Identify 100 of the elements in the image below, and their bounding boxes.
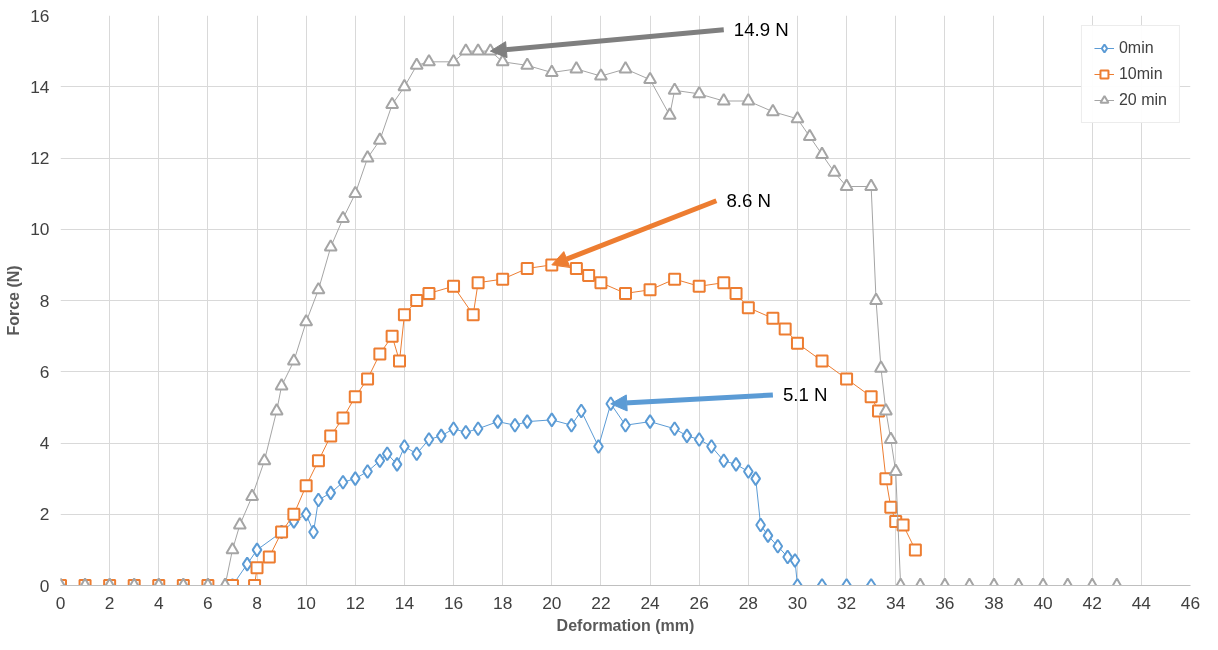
x-tick-label: 26 <box>689 592 709 613</box>
point <box>466 308 480 322</box>
point <box>729 286 743 300</box>
x-tick-label: 20 <box>542 592 562 613</box>
point <box>373 347 387 361</box>
point <box>471 276 485 290</box>
point <box>681 428 693 444</box>
point <box>840 372 854 386</box>
x-tick-label: 42 <box>1082 592 1102 613</box>
y-tick-label: 2 <box>39 504 50 525</box>
point <box>435 428 447 444</box>
x-tick-label: 4 <box>153 592 164 613</box>
point <box>884 500 898 514</box>
y-axis-title: Force (N) <box>5 265 23 336</box>
point <box>251 542 263 558</box>
point <box>741 301 755 315</box>
point <box>460 424 472 440</box>
point <box>348 390 362 404</box>
point <box>569 261 583 275</box>
point <box>742 464 754 479</box>
x-tick-label: 10 <box>296 592 316 613</box>
point <box>717 276 731 290</box>
point <box>385 329 399 343</box>
point <box>496 272 510 286</box>
point <box>815 354 829 368</box>
point <box>397 308 411 322</box>
point <box>423 431 435 447</box>
point <box>644 414 656 430</box>
x-tick-label: 34 <box>886 592 906 613</box>
point <box>643 283 657 297</box>
point <box>879 472 893 486</box>
point <box>381 446 393 462</box>
x-tick-label: 24 <box>640 592 661 613</box>
x-tick-label: 40 <box>1033 592 1053 613</box>
annotation: 8.6 N <box>726 190 771 212</box>
point <box>864 390 878 404</box>
point <box>896 518 910 532</box>
annotation: 5.1 N <box>782 384 828 406</box>
point <box>325 485 337 501</box>
x-tick-label: 36 <box>935 592 955 613</box>
y-tick-label: 4 <box>39 433 50 453</box>
point <box>619 286 632 300</box>
point <box>582 269 596 283</box>
point <box>472 421 484 437</box>
point <box>693 431 705 447</box>
x-tick-label: 46 <box>1180 592 1201 613</box>
x-tick-label: 0 <box>55 592 66 613</box>
y-tick-label: 16 <box>30 5 50 26</box>
y-tick-label: 8 <box>39 290 50 311</box>
x-tick-label: 8 <box>252 592 262 613</box>
point <box>391 456 403 472</box>
point <box>374 453 386 469</box>
point <box>789 553 801 569</box>
point <box>730 456 742 472</box>
point <box>349 471 361 487</box>
x-tick-label: 6 <box>203 592 213 613</box>
point <box>790 336 804 350</box>
legend-label: 0min <box>1118 39 1154 57</box>
point <box>447 279 461 293</box>
y-tick-label: 6 <box>39 361 50 382</box>
point <box>299 479 313 493</box>
x-tick-label: 14 <box>394 592 415 613</box>
y-tick-label: 14 <box>30 76 50 97</box>
point <box>521 414 533 430</box>
point <box>492 414 504 430</box>
x-tick-label: 16 <box>443 592 464 613</box>
legend-label: 10min <box>1118 65 1163 83</box>
y-tick-label: 10 <box>30 219 50 240</box>
point <box>772 538 784 554</box>
point <box>509 417 521 433</box>
point <box>262 550 276 564</box>
x-tick-label: 28 <box>738 592 758 613</box>
point <box>766 311 780 325</box>
annotation: 14.9 N <box>733 19 789 41</box>
point <box>337 474 349 490</box>
point <box>324 429 338 443</box>
x-tick-label: 2 <box>104 592 115 613</box>
point <box>668 272 682 286</box>
x-tick-label: 44 <box>1131 592 1152 613</box>
point <box>762 528 774 544</box>
point <box>311 454 325 468</box>
point <box>520 261 534 275</box>
point <box>393 354 406 368</box>
point <box>241 556 253 572</box>
point <box>361 372 375 386</box>
x-tick-label: 38 <box>984 592 1004 613</box>
point <box>336 411 350 425</box>
point <box>750 471 762 487</box>
point <box>778 322 792 336</box>
point <box>411 446 423 462</box>
legend-label: 20 min <box>1118 91 1167 109</box>
x-axis-title: Deformation (mm) <box>556 616 695 634</box>
y-tick-label: 0 <box>39 575 50 596</box>
x-tick-label: 30 <box>787 592 808 613</box>
x-tick-label: 18 <box>493 592 513 613</box>
point <box>575 403 587 419</box>
x-tick-label: 22 <box>591 592 611 613</box>
point <box>362 464 373 479</box>
x-tick-label: 12 <box>345 592 365 613</box>
point <box>718 453 730 469</box>
